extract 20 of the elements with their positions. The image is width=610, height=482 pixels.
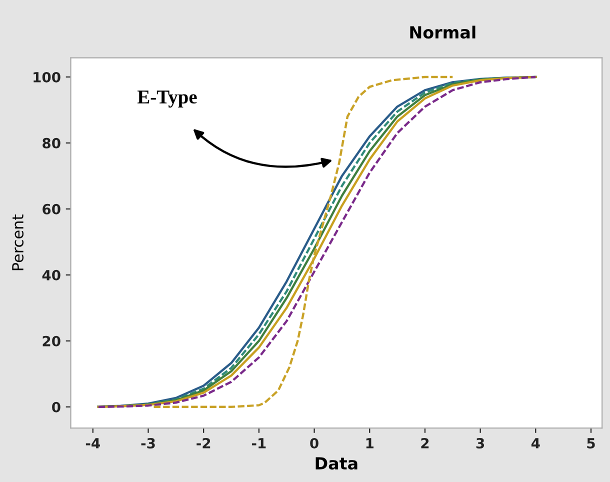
y-tick-label: 100	[34, 72, 60, 82]
y-tick-label: 20	[42, 336, 60, 346]
y-tick-label: 60	[42, 204, 60, 214]
x-tick-label: -4	[86, 438, 100, 448]
x-tick-label: 1	[366, 438, 374, 448]
x-axis-title: Data	[316, 457, 358, 470]
chart-title: Normal	[410, 26, 476, 39]
x-tick-label: -3	[141, 438, 155, 448]
x-tick-label: 5	[587, 438, 595, 448]
y-axis-title: Percent	[12, 214, 24, 270]
x-tick-label: 0	[310, 438, 318, 448]
x-tick-label: -1	[252, 438, 266, 448]
y-tick-label: 0	[52, 402, 60, 412]
x-tick-label: 4	[531, 438, 540, 448]
y-tick-label: 80	[42, 138, 60, 148]
x-tick-label: 2	[421, 438, 429, 448]
y-tick-label: 40	[42, 270, 60, 280]
annotation: E-Type	[138, 90, 197, 108]
x-tick-label: 3	[476, 438, 484, 448]
x-tick-label: -2	[196, 438, 210, 448]
